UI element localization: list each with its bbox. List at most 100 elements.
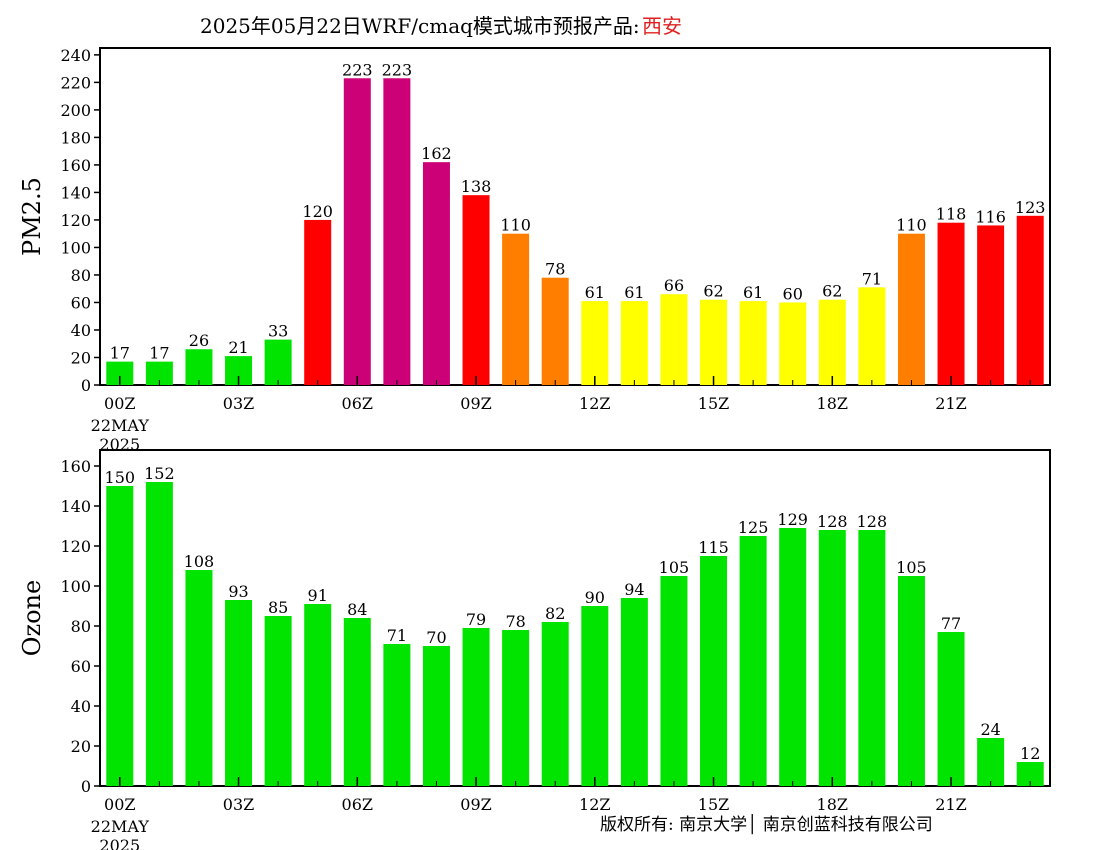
- ozone-bar: [462, 628, 490, 786]
- pm25-x-tick-label: 18Z: [817, 394, 848, 413]
- ozone-x-tick-label: 12Z: [579, 795, 610, 814]
- ozone-value-label: 71: [387, 626, 407, 645]
- ozone-y-tick-label: 60: [71, 657, 91, 676]
- ozone-date-label: 2025: [99, 836, 140, 850]
- ozone-value-label: 105: [896, 558, 927, 577]
- ozone-y-tick-label: 20: [71, 737, 91, 756]
- pm25-value-label: 110: [500, 216, 531, 235]
- pm25-y-tick-label: 140: [60, 183, 91, 202]
- pm25-y-tick-label: 220: [60, 73, 91, 92]
- pm25-bar: [264, 339, 292, 385]
- ozone-value-label: 152: [144, 464, 175, 483]
- ozone-bar: [739, 536, 767, 786]
- pm25-value-label: 110: [896, 216, 927, 235]
- ozone-y-tick-label: 80: [71, 617, 91, 636]
- pm25-bar: [502, 233, 530, 385]
- ozone-chart: 0 20 40 60 80 100 120 140 160 Ozone 150 152 108 93 85 9…: [18, 449, 1051, 850]
- pm25-date-label: 2025: [99, 435, 140, 450]
- ozone-bar: [818, 530, 846, 786]
- pm25-y-tick-label: 40: [71, 321, 91, 340]
- pm25-bar: [304, 219, 332, 385]
- pm25-value-label: 71: [862, 269, 882, 288]
- ozone-date-label: 22MAY: [91, 817, 150, 836]
- pm25-plot-frame: [99, 47, 1051, 386]
- pm25-bar: [977, 225, 1005, 385]
- pm25-y-tick-label: 160: [60, 156, 91, 175]
- ozone-x-tick-label: 21Z: [935, 795, 966, 814]
- pm25-bar: [937, 222, 965, 385]
- ozone-y-tick-label: 100: [60, 577, 91, 596]
- ozone-value-label: 93: [228, 582, 248, 601]
- pm25-y-tick-label: 100: [60, 238, 91, 257]
- ozone-bar: [937, 632, 965, 786]
- ozone-bar: [502, 630, 530, 786]
- pm25-value-label: 116: [975, 207, 1006, 226]
- pm25-value-label: 62: [703, 282, 723, 301]
- ozone-value-label: 12: [1020, 744, 1040, 763]
- pm25-value-label: 162: [421, 144, 452, 163]
- ozone-bar: [541, 622, 569, 786]
- ozone-value-label: 79: [466, 610, 486, 629]
- pm25-bar: [700, 299, 728, 385]
- ozone-bar: [858, 530, 886, 786]
- ozone-x-tick-label: 00Z: [104, 795, 135, 814]
- pm25-bar: [145, 361, 173, 385]
- pm25-x-tick-label: 21Z: [935, 394, 966, 413]
- ozone-bar: [581, 606, 609, 786]
- pm25-bar: [462, 195, 490, 385]
- ozone-value-label: 77: [941, 614, 961, 633]
- pm25-bar: [897, 233, 925, 385]
- pm25-bar: [818, 299, 846, 385]
- ozone-bar: [264, 616, 292, 786]
- ozone-value-label: 82: [545, 604, 565, 623]
- ozone-bar: [304, 604, 332, 786]
- ozone-bar: [145, 482, 173, 786]
- ozone-y-tick-label: 40: [71, 697, 91, 716]
- pm25-value-label: 120: [302, 202, 333, 221]
- pm25-y-tick-label: 80: [71, 266, 91, 285]
- pm25-bar: [106, 361, 134, 385]
- pm25-value-label: 118: [936, 205, 967, 224]
- pm25-value-label: 17: [149, 344, 169, 363]
- pm25-y-tick-label: 120: [60, 211, 91, 230]
- page-title: 2025年05月22日WRF/cmaq模式城市预报产品: 西安: [0, 4, 1100, 38]
- ozone-bar: [383, 644, 411, 786]
- pm25-y-tick-label: 60: [71, 293, 91, 312]
- pm25-value-label: 123: [1015, 198, 1046, 217]
- ozone-y-tick-label: 0: [81, 777, 91, 796]
- pm25-x-tick-label: 06Z: [342, 394, 373, 413]
- title-city-text: 西安: [642, 14, 682, 38]
- pm25-value-label: 78: [545, 260, 565, 279]
- pm25-x-tick-label: 03Z: [223, 394, 254, 413]
- ozone-x-tick-label: 15Z: [698, 795, 729, 814]
- ozone-bar: [620, 598, 648, 786]
- ozone-plot-frame: [99, 449, 1051, 787]
- ozone-bar: [977, 738, 1005, 786]
- pm25-date-label: 22MAY: [91, 416, 150, 435]
- ozone-bar: [106, 486, 134, 786]
- pm25-bar: [620, 301, 648, 385]
- pm25-x-tick-label: 09Z: [460, 394, 491, 413]
- pm25-y-tick-label: 200: [60, 101, 91, 120]
- ozone-value-label: 84: [347, 600, 367, 619]
- pm25-value-label: 66: [664, 276, 684, 295]
- copyright-footer: 版权所有: 南京大学│ 南京创蓝科技有限公司: [600, 815, 933, 835]
- pm25-bar: [660, 294, 688, 385]
- pm25-bar: [858, 287, 886, 385]
- pm25-bar: [422, 162, 450, 385]
- pm25-bar: [185, 349, 213, 385]
- ozone-value-label: 128: [857, 512, 888, 531]
- pm25-value-label: 138: [461, 177, 492, 196]
- ozone-bar: [700, 556, 728, 786]
- pm25-value-label: 26: [189, 331, 209, 350]
- pm25-x-tick-label: 12Z: [579, 394, 610, 413]
- ozone-value-label: 105: [659, 558, 690, 577]
- ozone-bar: [660, 576, 688, 786]
- ozone-y-axis-label: Ozone: [18, 580, 46, 656]
- ozone-bar: [779, 528, 807, 786]
- pm25-chart: 0 20 40 60 80 100 120 140 160 180 200 220 240 PM2.5 17…: [18, 46, 1051, 450]
- pm25-bar: [739, 301, 767, 385]
- ozone-bar: [185, 570, 213, 786]
- pm25-x-tick-label: 00Z: [104, 394, 135, 413]
- ozone-value-label: 129: [777, 510, 808, 529]
